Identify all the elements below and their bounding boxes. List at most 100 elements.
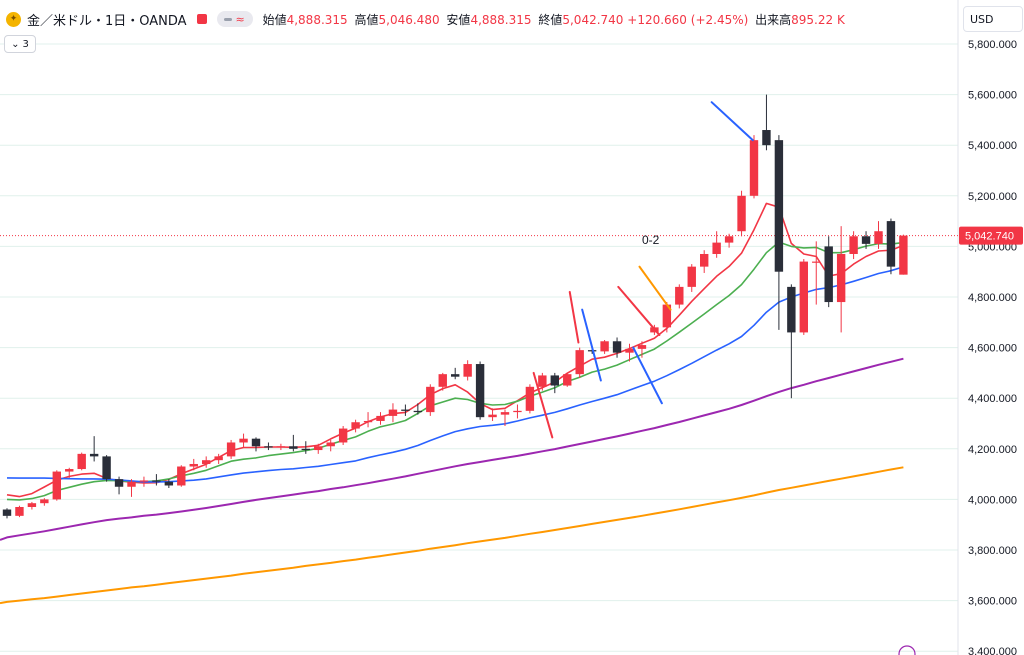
candle-body bbox=[675, 286, 684, 305]
candle-body bbox=[438, 374, 447, 387]
close-label: 終値 bbox=[538, 12, 563, 27]
candle-body bbox=[774, 140, 784, 272]
candle-body bbox=[874, 231, 883, 244]
candle-body bbox=[376, 415, 385, 421]
open-label: 始値 bbox=[262, 12, 287, 27]
candle-body bbox=[836, 253, 846, 303]
candle-body bbox=[625, 348, 634, 353]
candle-body bbox=[40, 499, 49, 504]
candle-body bbox=[525, 386, 535, 411]
candle-body bbox=[637, 345, 647, 349]
last-price-tag-label: 5,042.740 bbox=[965, 231, 1014, 243]
candle-body bbox=[500, 412, 510, 415]
trend-line bbox=[617, 285, 661, 336]
y-axis-tick-label: 4,800.000 bbox=[968, 292, 1017, 304]
candle-body bbox=[388, 409, 398, 416]
candle-body bbox=[102, 456, 111, 480]
candle-body bbox=[488, 414, 497, 418]
candle-body bbox=[861, 236, 871, 244]
candle-body bbox=[749, 140, 759, 196]
trend-line bbox=[638, 265, 672, 311]
candle-body bbox=[89, 453, 99, 457]
candle-body bbox=[886, 221, 896, 267]
y-axis-tick-label: 3,600.000 bbox=[968, 596, 1017, 608]
ema-100-line bbox=[0, 466, 904, 605]
candle-body bbox=[164, 481, 174, 486]
candle-body bbox=[239, 438, 248, 443]
candle-body bbox=[114, 479, 124, 487]
high-label: 高値 bbox=[354, 12, 379, 27]
volume-label: 出来高 bbox=[755, 12, 792, 27]
candle-body bbox=[401, 409, 410, 411]
low-value: 4,888.315 bbox=[470, 12, 532, 27]
candle-body bbox=[27, 503, 37, 507]
y-axis-tick-label: 5,400.000 bbox=[968, 140, 1017, 152]
candle-body bbox=[563, 374, 572, 386]
candle-body bbox=[712, 242, 721, 254]
y-axis-tick-label: 3,400.000 bbox=[968, 646, 1017, 655]
indicators-collapse-button[interactable]: ⌄ 3 bbox=[4, 35, 36, 53]
ohlc-values: 始値4,888.315 高値5,046.480 安値4,888.315 終値5,… bbox=[263, 11, 845, 28]
y-axis-tick-label: 4,400.000 bbox=[968, 393, 1017, 405]
candle-body bbox=[600, 341, 609, 352]
candle-body bbox=[812, 261, 821, 263]
candle-body bbox=[52, 471, 61, 500]
candle-body bbox=[2, 509, 12, 516]
indicator-count: 3 bbox=[22, 38, 29, 50]
candle-body bbox=[538, 375, 547, 387]
candle-body bbox=[127, 481, 136, 487]
low-label: 安値 bbox=[446, 12, 471, 27]
trend-line bbox=[532, 371, 554, 439]
candle-body bbox=[276, 446, 286, 448]
candle-body bbox=[762, 130, 771, 146]
currency-label: USD bbox=[970, 12, 994, 26]
candle-body bbox=[139, 480, 149, 482]
candle-body bbox=[575, 350, 584, 375]
candle-body bbox=[513, 410, 522, 413]
market-status-icon[interactable] bbox=[196, 14, 207, 24]
y-axis-tick-label: 5,600.000 bbox=[968, 90, 1017, 102]
chart-legend-header: ✦ 金／米ドル・1日・OANDA ≈ 始値4,888.315 高値5,046.4… bbox=[6, 9, 845, 29]
data-status-toggle[interactable]: ≈ bbox=[216, 11, 253, 27]
high-value: 5,046.480 bbox=[378, 12, 440, 27]
candle-body bbox=[15, 506, 24, 516]
ema-5-line bbox=[6, 202, 904, 498]
change-value: +120.660 (+2.45%) bbox=[627, 12, 749, 27]
candle-body bbox=[413, 410, 423, 413]
candle-body bbox=[65, 469, 74, 472]
y-axis-tick-label: 4,200.000 bbox=[968, 444, 1017, 456]
annotation-label: 0-2 bbox=[642, 233, 660, 247]
chevron-down-icon: ⌄ bbox=[11, 38, 20, 50]
dash-icon bbox=[224, 17, 233, 21]
candle-body bbox=[77, 453, 86, 470]
y-axis-tick-label: 3,800.000 bbox=[968, 545, 1017, 557]
trend-line bbox=[632, 346, 663, 405]
drawing-tool-icon bbox=[898, 645, 916, 655]
trend-line bbox=[568, 290, 580, 344]
candle-body bbox=[724, 236, 734, 243]
candle-body bbox=[202, 460, 211, 464]
wave-icon: ≈ bbox=[235, 12, 245, 26]
candle-body bbox=[226, 442, 236, 457]
candle-body bbox=[687, 266, 696, 287]
ema-50-line bbox=[0, 357, 904, 541]
candle-body bbox=[463, 364, 472, 377]
last-price-tag bbox=[959, 226, 1023, 245]
currency-selector[interactable]: USD bbox=[963, 6, 1023, 32]
candle-body bbox=[550, 375, 559, 386]
volume-value: 895.22 K bbox=[791, 12, 845, 27]
y-axis-tick-label: 5,200.000 bbox=[968, 191, 1017, 203]
candle-body bbox=[251, 438, 261, 447]
candle-body bbox=[338, 428, 348, 443]
candle-body bbox=[351, 422, 360, 429]
candle-body bbox=[737, 195, 746, 232]
candle-body bbox=[700, 253, 709, 267]
open-value: 4,888.315 bbox=[286, 12, 348, 27]
candle-body bbox=[899, 235, 908, 275]
y-axis-tick-label: 5,800.000 bbox=[968, 39, 1017, 51]
symbol-title[interactable]: 金／米ドル・1日・OANDA bbox=[27, 13, 187, 29]
candle-body bbox=[662, 304, 672, 328]
close-value: 5,042.740 bbox=[562, 12, 624, 27]
candle-body bbox=[314, 446, 323, 451]
